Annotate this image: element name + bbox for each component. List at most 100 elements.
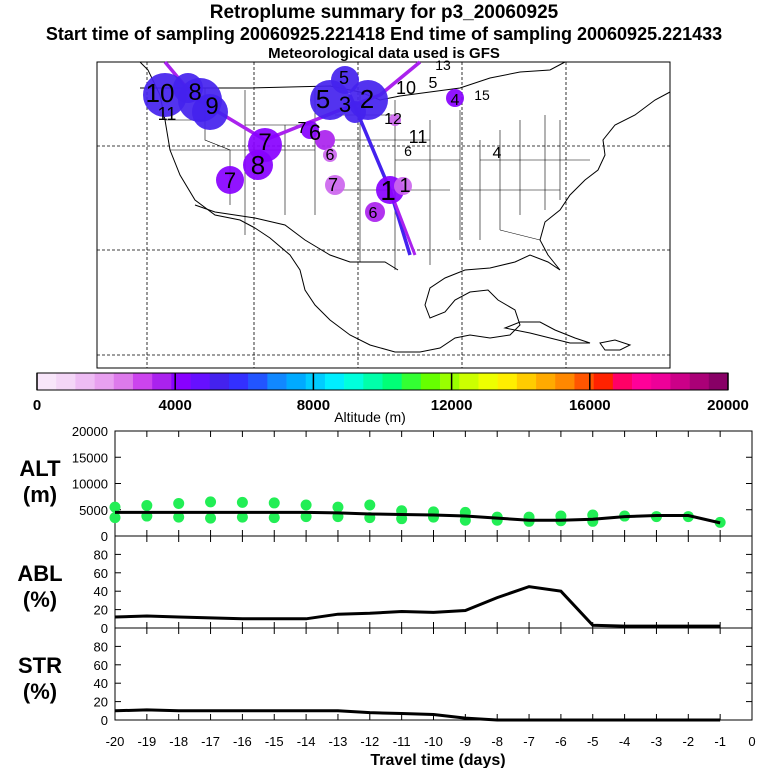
colorbar-swatch — [670, 373, 690, 390]
x-tick-label: -15 — [265, 734, 284, 749]
colorbar-swatch — [440, 373, 460, 390]
x-tick-label: -18 — [169, 734, 188, 749]
y-tick-label: 60 — [94, 566, 108, 581]
map-label: 7 — [224, 168, 236, 193]
colorbar-swatch — [94, 373, 115, 390]
y-tick-label: 10000 — [72, 477, 108, 492]
map-label: 13 — [435, 57, 451, 73]
map-label: 5 — [429, 75, 438, 92]
colorbar-swatch — [190, 373, 211, 390]
page-title: Retroplume summary for p3_20060925 — [209, 2, 559, 23]
alt-dot — [141, 500, 153, 512]
panel-ylabel-alt: (m) — [23, 482, 57, 507]
panel-ylabel-str: (%) — [23, 679, 57, 704]
time-series-panels: 05000100001500020000ALT(m)020406080ABL(%… — [17, 424, 755, 768]
plume-circle — [323, 148, 337, 162]
plume-circle — [173, 73, 203, 103]
panel-ylabel-str: STR — [18, 653, 62, 678]
hispaniola-outline — [599, 339, 632, 351]
colorbar-swatch — [478, 373, 498, 390]
plume-circle — [325, 175, 345, 195]
colorbar-swatch — [171, 373, 191, 390]
colorbar-tick-label: 0 — [33, 397, 41, 414]
map-label: 5 — [316, 84, 330, 114]
x-tick-label: -10 — [424, 734, 443, 749]
map-label: 6 — [309, 120, 321, 145]
plume-circle — [216, 166, 244, 194]
map-label: 6 — [404, 143, 412, 159]
colorbar-swatch — [459, 373, 479, 390]
colorbar-axis-label: Altitude (m) — [334, 409, 406, 425]
panel-ylabel-abl: (%) — [23, 587, 57, 612]
x-tick-label: -16 — [233, 734, 252, 749]
plume-circle — [192, 94, 228, 130]
x-tick-label: -13 — [329, 734, 348, 749]
y-tick-label: 80 — [94, 547, 108, 562]
alt-dot — [300, 499, 312, 511]
plume-circle — [365, 202, 385, 222]
alt-dot — [268, 497, 280, 509]
alt-dot — [332, 501, 344, 513]
x-tick-label: -3 — [651, 734, 663, 749]
map-label: 2 — [360, 84, 374, 114]
y-tick-label: 0 — [101, 621, 108, 636]
map-label: 8 — [188, 79, 201, 106]
y-tick-label: 20 — [94, 603, 108, 618]
colorbar-swatch — [267, 373, 287, 390]
colorbar-swatch — [56, 373, 76, 390]
colorbar-swatch — [363, 373, 383, 390]
colorbar-swatch — [305, 373, 326, 390]
y-tick-label: 40 — [94, 584, 108, 599]
colorbar-swatch — [228, 373, 249, 390]
map-label: 15 — [474, 87, 490, 103]
map-label: 12 — [384, 111, 402, 128]
series-line-abl — [114, 585, 721, 628]
x-tick-label: -4 — [619, 734, 631, 749]
colorbar-swatch — [536, 373, 556, 390]
y-tick-label: 0 — [101, 713, 108, 728]
plume-circle — [243, 150, 273, 180]
plume-circle — [301, 121, 319, 139]
colorbar-swatch — [37, 373, 57, 390]
alt-dot — [173, 497, 185, 509]
map-label: 6 — [326, 147, 335, 164]
coastline — [97, 61, 671, 353]
met-data-note: Meteorological data used is GFS — [268, 45, 500, 62]
colorbar: 0 4000 8000 12000 16000 20000 Altitude (m) — [33, 372, 749, 425]
colorbar-swatch — [708, 373, 729, 390]
sampling-times: Start time of sampling 20060925.221418 E… — [45, 24, 723, 44]
panel-ylabel-alt: ALT — [19, 456, 61, 481]
alt-dot — [236, 511, 248, 523]
colorbar-swatch — [420, 373, 441, 390]
alt-dot — [109, 501, 121, 513]
colorbar-swatch — [555, 373, 575, 390]
x-tick-label: -20 — [106, 734, 125, 749]
x-tick-label: -2 — [683, 734, 695, 749]
alt-dot — [364, 499, 376, 511]
alt-dot — [268, 512, 280, 524]
colorbar-tick-label: 4000 — [159, 397, 192, 414]
colorbar-swatch — [75, 373, 95, 390]
plume-circle — [446, 89, 464, 107]
map-label: 10 — [146, 78, 175, 108]
map-label: 4 — [493, 145, 502, 162]
x-tick-label: -9 — [460, 734, 472, 749]
colorbar-swatch — [248, 373, 268, 390]
colorbar-tick-label: 12000 — [431, 397, 473, 414]
x-tick-label: -17 — [201, 734, 220, 749]
map-label: 4 — [451, 92, 460, 109]
map-label: 7 — [298, 120, 307, 137]
plume-circle — [315, 130, 335, 150]
x-tick-label: -8 — [491, 734, 503, 749]
colorbar-swatch — [209, 373, 230, 390]
y-tick-label: 60 — [94, 658, 108, 673]
map-label: 7 — [258, 129, 271, 156]
alt-dot — [236, 496, 248, 508]
series-line-str — [114, 708, 721, 722]
map-label: 8 — [251, 150, 265, 180]
x-tick-label: -19 — [137, 734, 156, 749]
panel-frame-str — [114, 627, 753, 721]
plume-circle — [394, 177, 412, 195]
